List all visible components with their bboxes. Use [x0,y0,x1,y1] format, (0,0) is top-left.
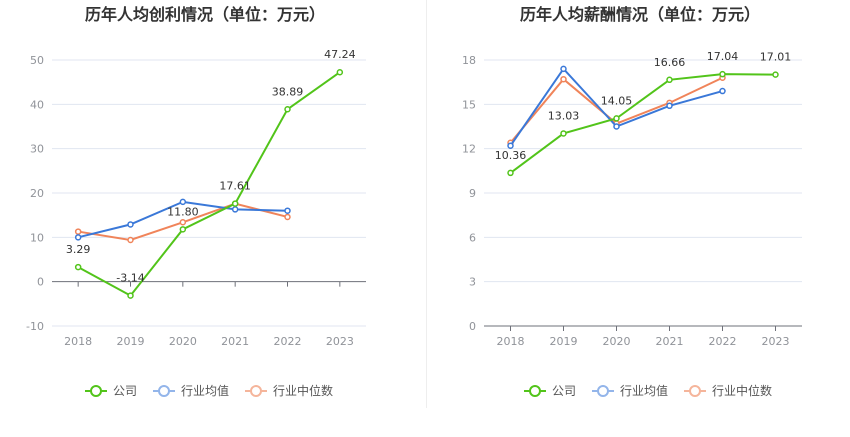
data-point [613,123,620,130]
data-point [127,236,134,244]
x-tick-label: 2019 [550,335,578,348]
data-label: 16.66 [654,56,686,69]
legend-label: 行业均值 [620,383,668,398]
y-tick-label: -10 [26,320,44,333]
series-line [509,76,723,144]
legend-item[interactable]: 行业均值 [153,383,229,398]
legend: 公司 行业均值 行业中位数 [85,383,333,398]
data-point [231,200,239,207]
x-tick-label: 2019 [117,335,145,348]
y-tick-label: 12 [462,143,476,156]
data-label: 13.03 [548,109,580,122]
profit-per-capita-chart: 历年人均创利情况（单位：万元） -10 0 10 20 30 40 50 2018 2019 202… [26,5,366,398]
x-tick-label: 2020 [169,335,197,348]
data-point [560,75,567,83]
x-tick-label: 2023 [762,335,790,348]
series-1 [74,198,291,241]
data-label: 17.61 [219,180,251,193]
legend-marker-icon [250,385,262,397]
x-tick-label: 2023 [326,335,354,348]
data-point [560,130,567,137]
data-label: 17.04 [707,50,739,63]
series-0 [74,68,344,299]
legend-marker-icon [90,385,102,397]
data-label: 38.89 [272,85,304,98]
data-point [284,207,291,214]
y-tick-label: 9 [469,187,476,200]
data-label: 14.05 [601,94,633,107]
y-tick-label: 3 [469,276,476,289]
legend-label: 行业中位数 [273,383,333,398]
data-label: 10.36 [495,149,527,162]
series-0 [507,70,779,177]
chart-divider [426,0,427,408]
data-point [719,70,726,78]
data-point [284,213,291,221]
y-tick-label: 50 [30,54,44,67]
y-tick-label: 0 [469,320,476,333]
y-tick-label: 18 [462,54,476,67]
data-label: 17.01 [760,51,792,64]
data-point [666,102,673,110]
data-point [179,198,187,206]
data-point [613,115,620,122]
data-label: -3.14 [116,272,144,285]
salary-per-capita-chart: 历年人均薪酬情况（单位：万元） 0 3 6 9 12 15 18 2018 2019 2020 202… [462,5,802,398]
data-point [336,68,344,76]
x-tick-label: 2020 [603,335,631,348]
data-point [74,234,82,241]
legend-marker-icon [597,385,609,397]
y-tick-label: 20 [30,187,44,200]
x-tick-label: 2018 [64,335,92,348]
chart-title: 历年人均薪酬情况（单位：万元） [520,5,760,24]
legend-item[interactable]: 公司 [524,384,576,398]
data-label: 47.24 [324,48,356,61]
data-point [127,221,134,228]
legend-item[interactable]: 公司 [85,384,137,398]
y-tick-label: 6 [469,231,476,244]
legend-label: 行业均值 [181,383,229,398]
data-point [231,206,239,213]
data-label: 3.29 [66,243,91,256]
data-point [284,106,291,113]
data-point [179,219,187,226]
data-point [74,228,82,235]
series-line [509,73,776,174]
data-point [719,87,726,95]
legend-label: 公司 [552,384,576,398]
y-tick-label: 30 [30,143,44,156]
legend-item[interactable]: 行业中位数 [245,383,333,398]
legend-marker-icon [158,385,170,397]
data-point [666,76,673,84]
series-line [77,71,341,297]
legend-item[interactable]: 行业均值 [592,383,668,398]
data-point [74,263,82,271]
x-tick-label: 2018 [497,335,525,348]
y-tick-label: 40 [30,98,44,111]
series-1 [507,65,726,149]
legend-marker-icon [689,385,701,397]
chart-title: 历年人均创利情况（单位：万元） [85,5,325,24]
y-tick-label: 15 [462,98,476,111]
legend-label: 公司 [113,384,137,398]
data-point [560,65,567,73]
data-point [507,142,514,149]
data-point [507,169,514,177]
legend: 公司 行业均值 行业中位数 [524,383,772,398]
data-label: 11.80 [167,205,199,218]
series-2 [507,74,726,147]
x-tick-label: 2021 [656,335,684,348]
x-tick-label: 2022 [709,335,737,348]
x-tick-label: 2022 [274,335,302,348]
gridlines [52,59,366,327]
legend-item[interactable]: 行业中位数 [684,383,772,398]
legend-label: 行业中位数 [712,383,772,398]
y-tick-label: 0 [37,276,44,289]
data-point [179,226,187,233]
x-tick-label: 2021 [221,335,249,348]
legend-marker-icon [529,385,541,397]
data-point [772,71,779,78]
data-point [127,292,134,299]
y-tick-label: 10 [30,231,44,244]
